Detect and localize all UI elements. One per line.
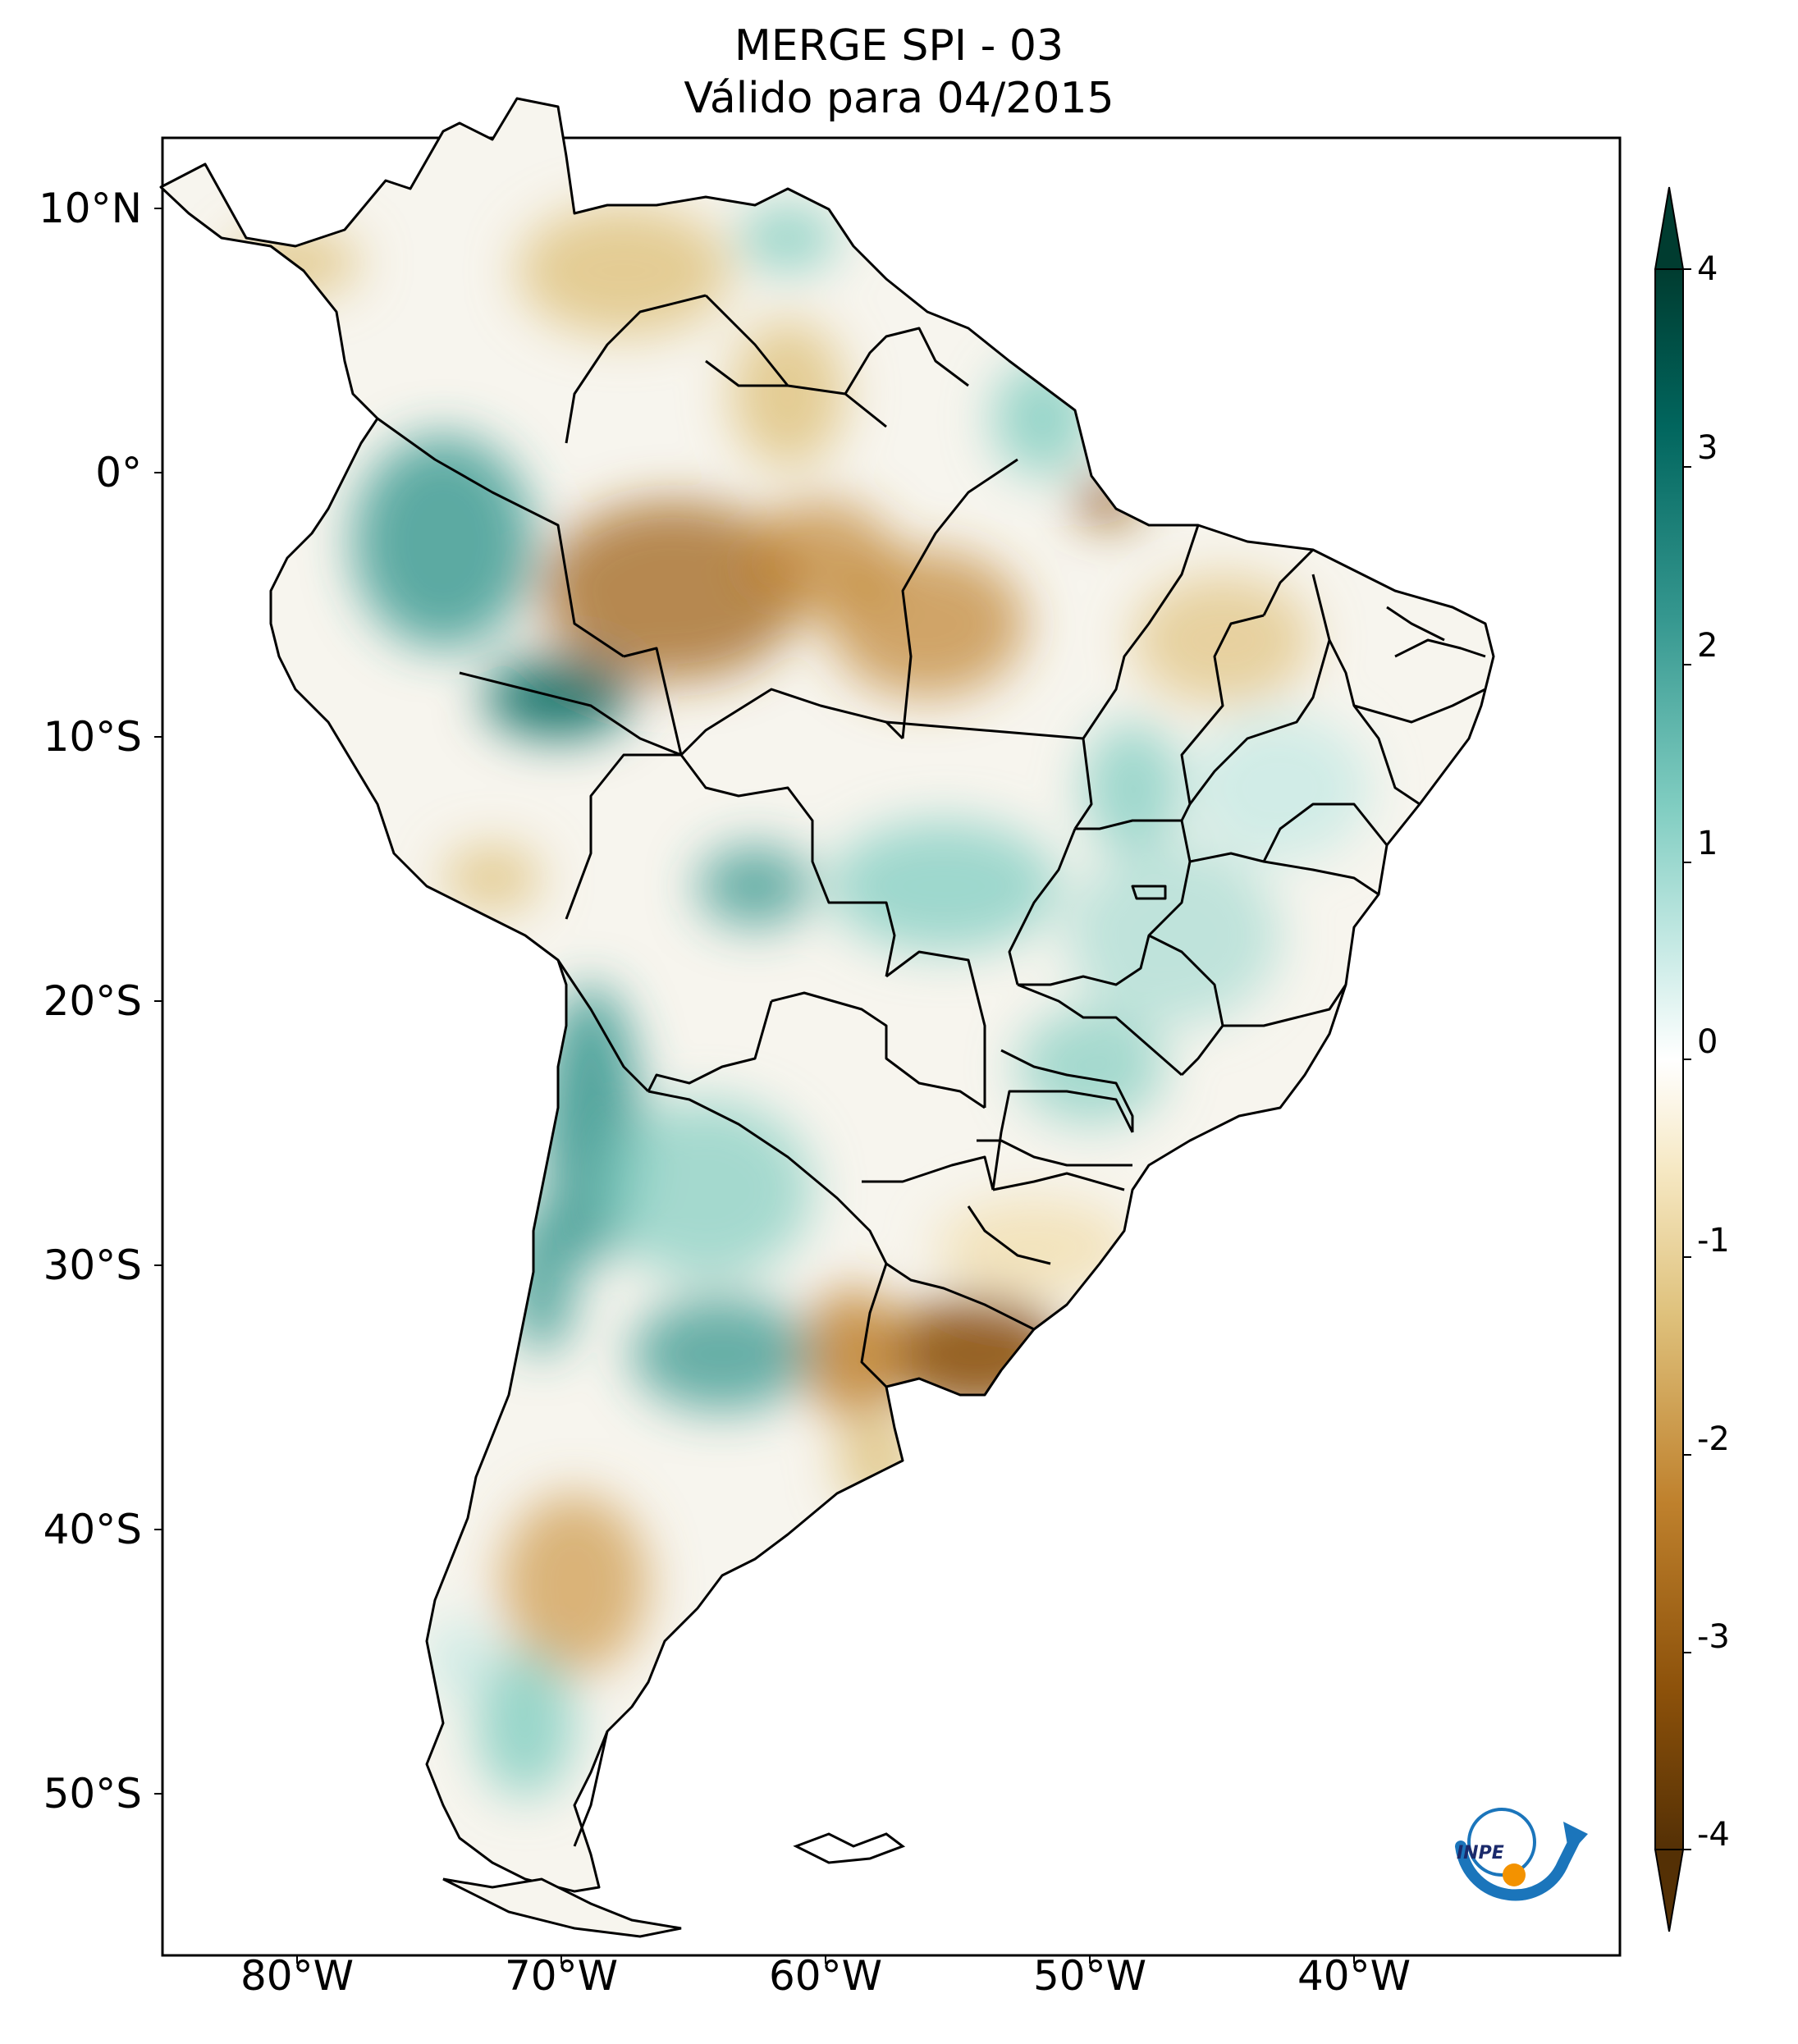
map-title: MERGE SPI - 03 xyxy=(734,21,1064,71)
colorbar xyxy=(1654,186,1691,1932)
falkland-islands xyxy=(793,1832,906,1864)
colorbar-tick-m3: -3 xyxy=(1697,1618,1730,1656)
lat-tick-40s: 40°S xyxy=(43,1506,142,1553)
colorbar-tick-3: 3 xyxy=(1697,429,1718,467)
lat-tick-20s: 20°S xyxy=(43,977,142,1025)
map-subtitle: Válido para 04/2015 xyxy=(684,74,1114,123)
tierra-del-fuego xyxy=(442,1877,682,1938)
colorbar-tick-1: 1 xyxy=(1697,825,1718,862)
lat-tick-10n: 10°N xyxy=(38,185,142,232)
lat-tick-0: 0° xyxy=(95,449,142,496)
colorbar-tick-m2: -2 xyxy=(1697,1420,1730,1458)
colorbar-tick-m1: -1 xyxy=(1697,1222,1730,1260)
lat-tick-30s: 30°S xyxy=(43,1241,142,1289)
inpe-logo-text: INPE xyxy=(1457,1843,1504,1863)
lat-tick-10s: 10°S xyxy=(43,713,142,761)
colorbar-tick-2: 2 xyxy=(1697,627,1718,665)
inpe-logo: INPE xyxy=(1455,1808,1588,1901)
colorbar-tick-m4: -4 xyxy=(1697,1816,1730,1854)
colorbar-tick-0: 0 xyxy=(1697,1023,1718,1061)
coastline xyxy=(159,97,1495,1893)
colorbar-tick-4: 4 xyxy=(1697,250,1718,288)
colorbar-extend-bottom xyxy=(1654,1849,1685,1932)
colorbar-extend-top xyxy=(1654,186,1685,270)
lat-tick-50s: 50°S xyxy=(43,1770,142,1818)
axis-ticks xyxy=(154,208,1355,1964)
borders xyxy=(377,294,1486,1847)
